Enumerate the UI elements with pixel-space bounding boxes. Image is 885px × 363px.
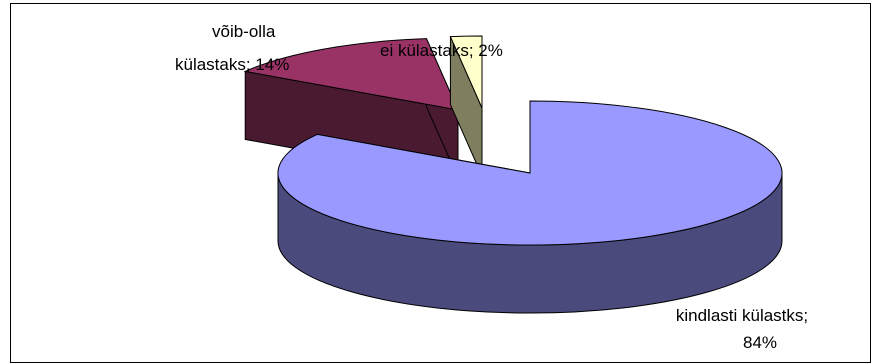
slice-top-0: [277, 100, 783, 246]
pie-slice-0: [277, 100, 783, 314]
labels-layer: kindlasti külastks; 84% võib-olla külast…: [175, 22, 808, 352]
slices-layer: [243, 35, 783, 314]
slice-label-kindlasti-line2: 84%: [743, 333, 777, 352]
slice-label-voib-olla-line2: külastaks; 14%: [175, 55, 289, 74]
slice-label-voib-olla-line1: võib-olla: [212, 22, 276, 41]
slice-label-ei-kulastaks: ei külastaks; 2%: [380, 41, 503, 60]
slice-top-1: [243, 38, 459, 111]
pie-chart: kindlasti külastks; 84% võib-olla külast…: [175, 22, 808, 352]
slice-label-kindlasti-line1: kindlasti külastks;: [676, 306, 808, 325]
slice-top-2: [449, 35, 483, 109]
pie-slice-2: [449, 35, 483, 177]
